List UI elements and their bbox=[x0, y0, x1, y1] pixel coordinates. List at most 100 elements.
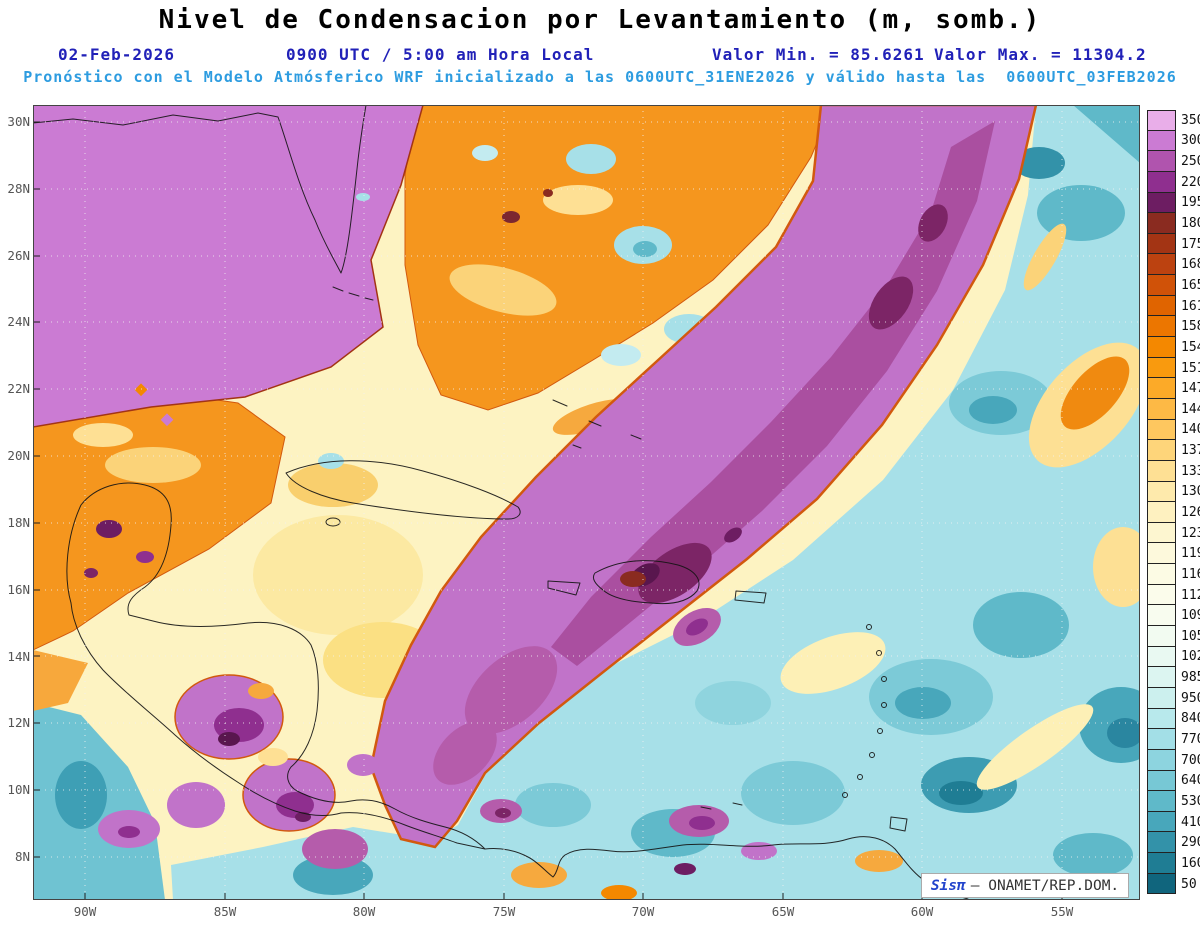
legend-row: 1950 bbox=[1147, 192, 1200, 214]
legend-row: 700 bbox=[1147, 749, 1200, 771]
lon-tick-label: 65W bbox=[771, 904, 795, 919]
legend-row: 530 bbox=[1147, 791, 1200, 812]
legend-row: 290 bbox=[1147, 832, 1200, 854]
legend-swatch bbox=[1147, 254, 1176, 276]
legend-swatch bbox=[1147, 275, 1176, 296]
legend-swatch bbox=[1147, 419, 1176, 441]
legend-row: 1545 bbox=[1147, 337, 1200, 358]
legend-value: 1580 bbox=[1181, 319, 1200, 335]
lat-tick-label: 20N bbox=[7, 448, 30, 464]
legend-row: 1265 bbox=[1147, 502, 1200, 523]
lon-tick-label: 60W bbox=[910, 904, 934, 919]
legend-row: 160 bbox=[1147, 853, 1200, 874]
lon-tick-label: 55W bbox=[1050, 904, 1074, 919]
legend-value: 2500 bbox=[1181, 154, 1200, 170]
lon-axis: 90W 85W 80W 75W 70W 65W 60W 55W bbox=[33, 904, 1140, 922]
legend-swatch bbox=[1147, 502, 1176, 523]
valid-time: 0900 UTC / 5:00 am Hora Local bbox=[286, 45, 595, 64]
legend-row: 985 bbox=[1147, 667, 1200, 688]
legend-row: 1580 bbox=[1147, 316, 1200, 338]
legend-row: 1020 bbox=[1147, 646, 1200, 668]
legend-value: 1405 bbox=[1181, 422, 1200, 438]
legend-value: 1230 bbox=[1181, 525, 1200, 541]
legend-value: 1195 bbox=[1181, 546, 1200, 562]
lat-tick-label: 8N bbox=[14, 849, 30, 865]
legend-row: 1160 bbox=[1147, 564, 1200, 585]
legend-row: 3500 bbox=[1147, 110, 1200, 131]
lat-tick-label: 18N bbox=[7, 514, 30, 530]
legend-row: 950 bbox=[1147, 687, 1200, 709]
legend-value: 290 bbox=[1181, 835, 1200, 851]
legend-swatch bbox=[1147, 646, 1176, 668]
lat-tick-label: 22N bbox=[7, 381, 30, 397]
page-title: Nivel de Condensacion por Levantamiento … bbox=[158, 5, 1042, 35]
legend-value: 770 bbox=[1181, 732, 1200, 748]
legend-swatch bbox=[1147, 708, 1176, 730]
legend-row: 2500 bbox=[1147, 151, 1200, 172]
legend-swatch bbox=[1147, 337, 1176, 358]
watermark: Sisπ – ONAMET/REP.DOM. bbox=[921, 873, 1129, 898]
legend-value: 1020 bbox=[1181, 649, 1200, 665]
lon-tick-label: 70W bbox=[631, 904, 655, 919]
lat-tick-label: 14N bbox=[7, 648, 30, 664]
legend-swatch bbox=[1147, 316, 1176, 338]
legend-row: 1300 bbox=[1147, 481, 1200, 503]
legend-row: 3000 bbox=[1147, 130, 1200, 152]
legend-value: 1950 bbox=[1181, 195, 1200, 211]
legend-swatch bbox=[1147, 481, 1176, 503]
legend-swatch bbox=[1147, 873, 1176, 895]
lon-tick-label: 90W bbox=[73, 904, 97, 919]
legend-swatch bbox=[1147, 110, 1176, 131]
legend-row: 2200 bbox=[1147, 171, 1200, 193]
watermark-org: – ONAMET/REP.DOM. bbox=[970, 877, 1120, 894]
legend-value: 3500 bbox=[1181, 112, 1200, 128]
legend-value: 1160 bbox=[1181, 566, 1200, 582]
legend-swatch bbox=[1147, 378, 1176, 399]
map-plot bbox=[33, 105, 1140, 900]
legend-swatch bbox=[1147, 543, 1176, 565]
legend-value: 1440 bbox=[1181, 401, 1200, 417]
lon-tick-label: 80W bbox=[352, 904, 376, 919]
legend-value: 3000 bbox=[1181, 133, 1200, 149]
legend-value: 1055 bbox=[1181, 628, 1200, 644]
legend-value: 640 bbox=[1181, 773, 1200, 789]
legend-value: 1685 bbox=[1181, 257, 1200, 273]
legend-swatch bbox=[1147, 398, 1176, 420]
legend-value: 50 bbox=[1181, 876, 1197, 892]
lat-tick-label: 12N bbox=[7, 715, 30, 731]
legend-swatch bbox=[1147, 295, 1176, 317]
legend-swatch bbox=[1147, 791, 1176, 812]
legend-swatch bbox=[1147, 130, 1176, 152]
legend-value: 1265 bbox=[1181, 504, 1200, 520]
legend-swatch bbox=[1147, 667, 1176, 688]
value-min-label: Valor Min. = 85.6261 bbox=[712, 45, 925, 64]
legend-swatch bbox=[1147, 171, 1176, 193]
legend-row: 770 bbox=[1147, 729, 1200, 750]
legend-row: 840 bbox=[1147, 708, 1200, 730]
valid-date: 02-Feb-2026 bbox=[58, 45, 175, 64]
legend-swatch bbox=[1147, 357, 1176, 379]
legend-value: 1090 bbox=[1181, 608, 1200, 624]
legend-value: 2200 bbox=[1181, 174, 1200, 190]
legend-value: 160 bbox=[1181, 855, 1200, 871]
legend-row: 1055 bbox=[1147, 626, 1200, 647]
legend-swatch bbox=[1147, 151, 1176, 172]
lat-tick-label: 30N bbox=[7, 114, 30, 129]
lat-axis: 30N 28N 26N 24N 22N 20N 18N 16N 14N 12N 10N 8N bbox=[2, 105, 30, 900]
legend-value: 1510 bbox=[1181, 360, 1200, 376]
legend-row: 1475 bbox=[1147, 378, 1200, 399]
legend-row: 1405 bbox=[1147, 419, 1200, 441]
lat-tick-label: 16N bbox=[7, 581, 30, 597]
model-info-line: Pronóstico con el Modelo Atmósferico WRF… bbox=[23, 68, 1177, 86]
lat-tick-label: 10N bbox=[7, 782, 30, 798]
legend-value: 1545 bbox=[1181, 339, 1200, 355]
legend-row: 1230 bbox=[1147, 522, 1200, 544]
legend-swatch bbox=[1147, 811, 1176, 833]
lon-tick-label: 75W bbox=[492, 904, 516, 919]
legend-row: 1335 bbox=[1147, 460, 1200, 482]
legend-swatch bbox=[1147, 605, 1176, 627]
